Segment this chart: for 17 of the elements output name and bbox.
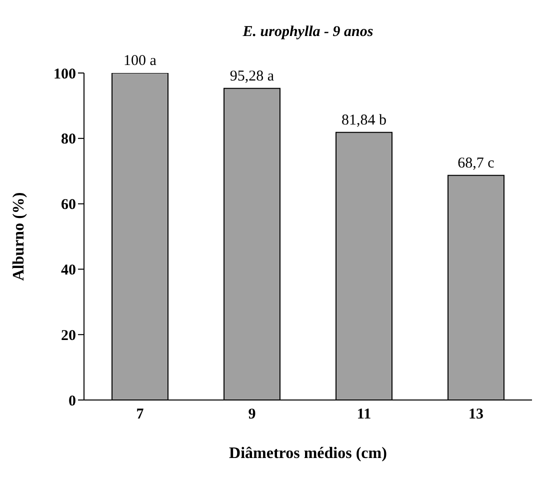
data-label: 100 a <box>124 53 157 69</box>
y-axis-title: Alburno (%) <box>10 192 28 281</box>
chart-title: E. urophylla - 9 anos <box>242 23 374 42</box>
x-axis-title: Diâmetros médios (cm) <box>229 445 387 462</box>
data-label: 95,28 a <box>230 68 274 84</box>
data-label: 68,7 c <box>458 155 495 172</box>
y-tick-label: 20 <box>61 328 76 344</box>
y-tick-label: 40 <box>61 262 76 279</box>
x-tick-label: 13 <box>468 406 484 423</box>
y-tick-label: 80 <box>61 132 76 148</box>
y-tick-label: 100 <box>54 66 76 82</box>
x-tick-label: 7 <box>136 406 144 423</box>
y-tick-label: 60 <box>61 197 76 214</box>
x-tick-label: 9 <box>248 406 256 423</box>
data-label: 81,84 b <box>342 112 386 128</box>
y-tick-label: 0 <box>68 393 76 410</box>
x-tick-label: 11 <box>356 406 372 423</box>
